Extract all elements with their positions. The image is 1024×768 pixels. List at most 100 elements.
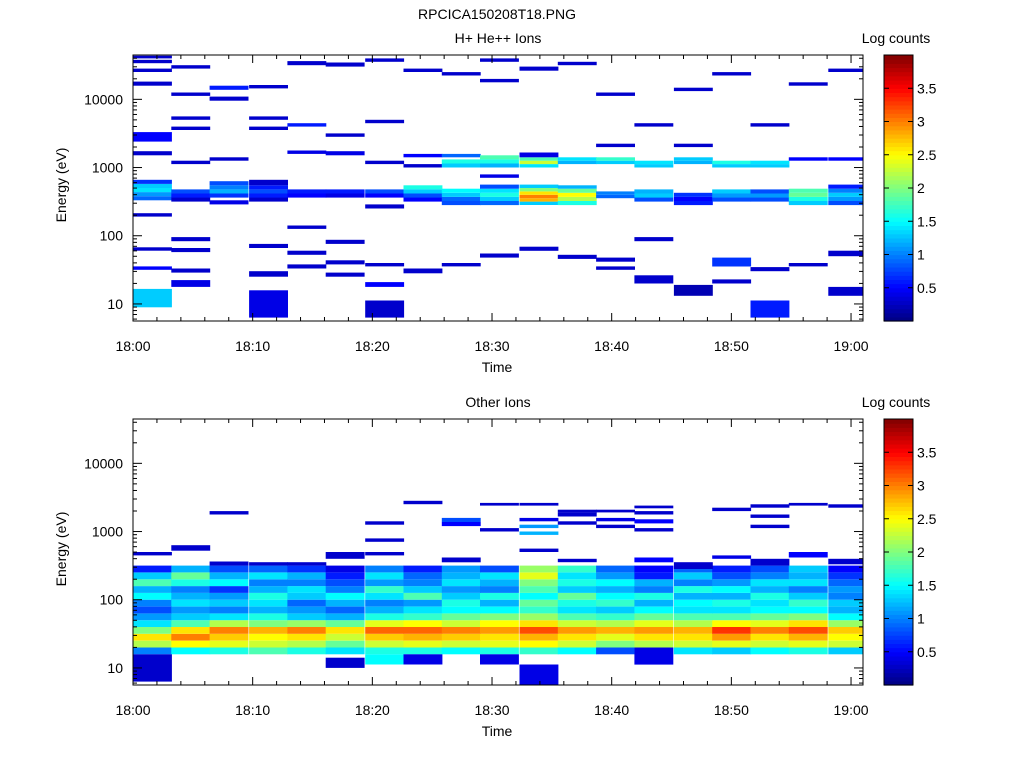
heatmap-cell (249, 565, 288, 573)
colorbar-step (884, 316, 913, 322)
heatmap-cell (171, 579, 211, 587)
heatmap-cell (249, 599, 288, 607)
colorbar-step (884, 531, 913, 536)
heatmap-cell (249, 179, 288, 186)
heatmap-cell (596, 572, 635, 580)
heatmap-cell (788, 599, 828, 607)
heatmap-cell (828, 620, 863, 627)
heatmap-cell (133, 586, 172, 593)
heatmap-cell (634, 123, 674, 127)
heatmap-cell (596, 143, 635, 148)
heatmap-cell (133, 620, 172, 627)
colorbar-tick-label: 3 (917, 114, 925, 130)
heatmap-cell (133, 68, 172, 72)
colorbar-step (884, 287, 913, 293)
heatmap-cell (249, 572, 288, 580)
heatmap-cell (171, 565, 211, 573)
heatmap-cell (712, 606, 752, 614)
panel-other-ions: Other Ions 18:00 18:10 18:20 18:30 18:40 18:50… (53, 394, 937, 739)
heatmap-cell (673, 633, 713, 641)
heatmap-cell (249, 647, 288, 655)
colorbar-step (884, 560, 913, 566)
heatmap-cell (287, 599, 327, 607)
colorbar-step (884, 618, 913, 624)
heatmap-cell (828, 586, 863, 593)
heatmap-cell (249, 271, 288, 277)
heatmap-cell (287, 592, 327, 600)
heatmap-cell (441, 620, 481, 627)
heatmap-cell (287, 562, 327, 566)
heatmap-cell (171, 92, 211, 96)
colorbar-step (884, 473, 913, 478)
heatmap-cell (634, 572, 674, 580)
heatmap-cell (403, 572, 443, 580)
heatmap-cell (403, 500, 443, 505)
heatmap-cell (133, 592, 172, 600)
x-tick-label: 18:50 (714, 338, 749, 354)
colorbar-step (884, 109, 913, 114)
heatmap-cell (325, 592, 365, 600)
heatmap-cell (557, 160, 597, 165)
colorbar-step (884, 547, 913, 553)
heatmap-cell (788, 592, 828, 600)
heatmap-cell (519, 184, 559, 188)
heatmap-cell (480, 592, 519, 600)
heatmap-cell (712, 193, 752, 198)
heatmap-cell (133, 266, 172, 270)
colorbar-step (884, 229, 913, 235)
heatmap-cell (365, 599, 405, 607)
colorbar-step (884, 643, 913, 649)
colorbar-step (884, 647, 913, 653)
colorbar-tick-label: 2.5 (917, 147, 937, 163)
colorbar-step (884, 208, 913, 214)
heatmap-cell (365, 300, 405, 318)
heatmap-cell (519, 627, 559, 634)
heatmap-cell (788, 502, 828, 506)
heatmap-cell (325, 579, 365, 587)
heatmap-cell (519, 198, 559, 202)
heatmap-cell (634, 197, 674, 202)
colorbar-step (884, 626, 913, 632)
heatmap-cell (249, 606, 288, 614)
heatmap-cell (365, 633, 405, 641)
colorbar-step (884, 154, 913, 160)
heatmap-cell (557, 633, 597, 641)
colorbar-step (884, 522, 913, 528)
heatmap-cell (634, 160, 674, 165)
heatmap-cell (441, 565, 481, 573)
heatmap-cell (712, 633, 752, 641)
heatmap-cell (788, 613, 828, 621)
heatmap-cell (634, 505, 674, 509)
heatmap-cell (634, 189, 674, 194)
heatmap-cell (325, 133, 365, 137)
heatmap-cell (788, 196, 828, 201)
heatmap-cell (287, 620, 327, 627)
colorbar-step (884, 59, 913, 64)
heatmap-cell (750, 123, 790, 127)
heatmap-cell (171, 189, 211, 194)
heatmap-cell (287, 150, 327, 154)
heatmap-cell (287, 606, 327, 614)
heatmap-cell (828, 606, 863, 614)
heatmap-cell (519, 620, 559, 627)
heatmap-cell (365, 263, 405, 267)
heatmap-cell (673, 562, 713, 569)
heatmap-cell (828, 558, 863, 565)
heatmap-cell (828, 592, 863, 600)
colorbar-step (884, 502, 913, 507)
colorbar-step (884, 493, 913, 499)
heatmap-cell (712, 72, 752, 76)
colorbar-step (884, 423, 913, 428)
heatmap-cell (480, 159, 519, 164)
colorbar-step (884, 175, 913, 181)
colorbar-tick-label: 0.5 (917, 644, 937, 660)
heatmap-cell (287, 647, 327, 655)
colorbar-step (884, 514, 913, 520)
heatmap-cell (634, 275, 674, 284)
heatmap-cell (325, 193, 365, 198)
heatmap-cell (365, 572, 405, 580)
heatmap-cell (287, 264, 327, 269)
heatmap-cell (480, 647, 519, 655)
heatmap-cell (750, 267, 790, 272)
y-tick-label: 10000 (84, 455, 123, 471)
